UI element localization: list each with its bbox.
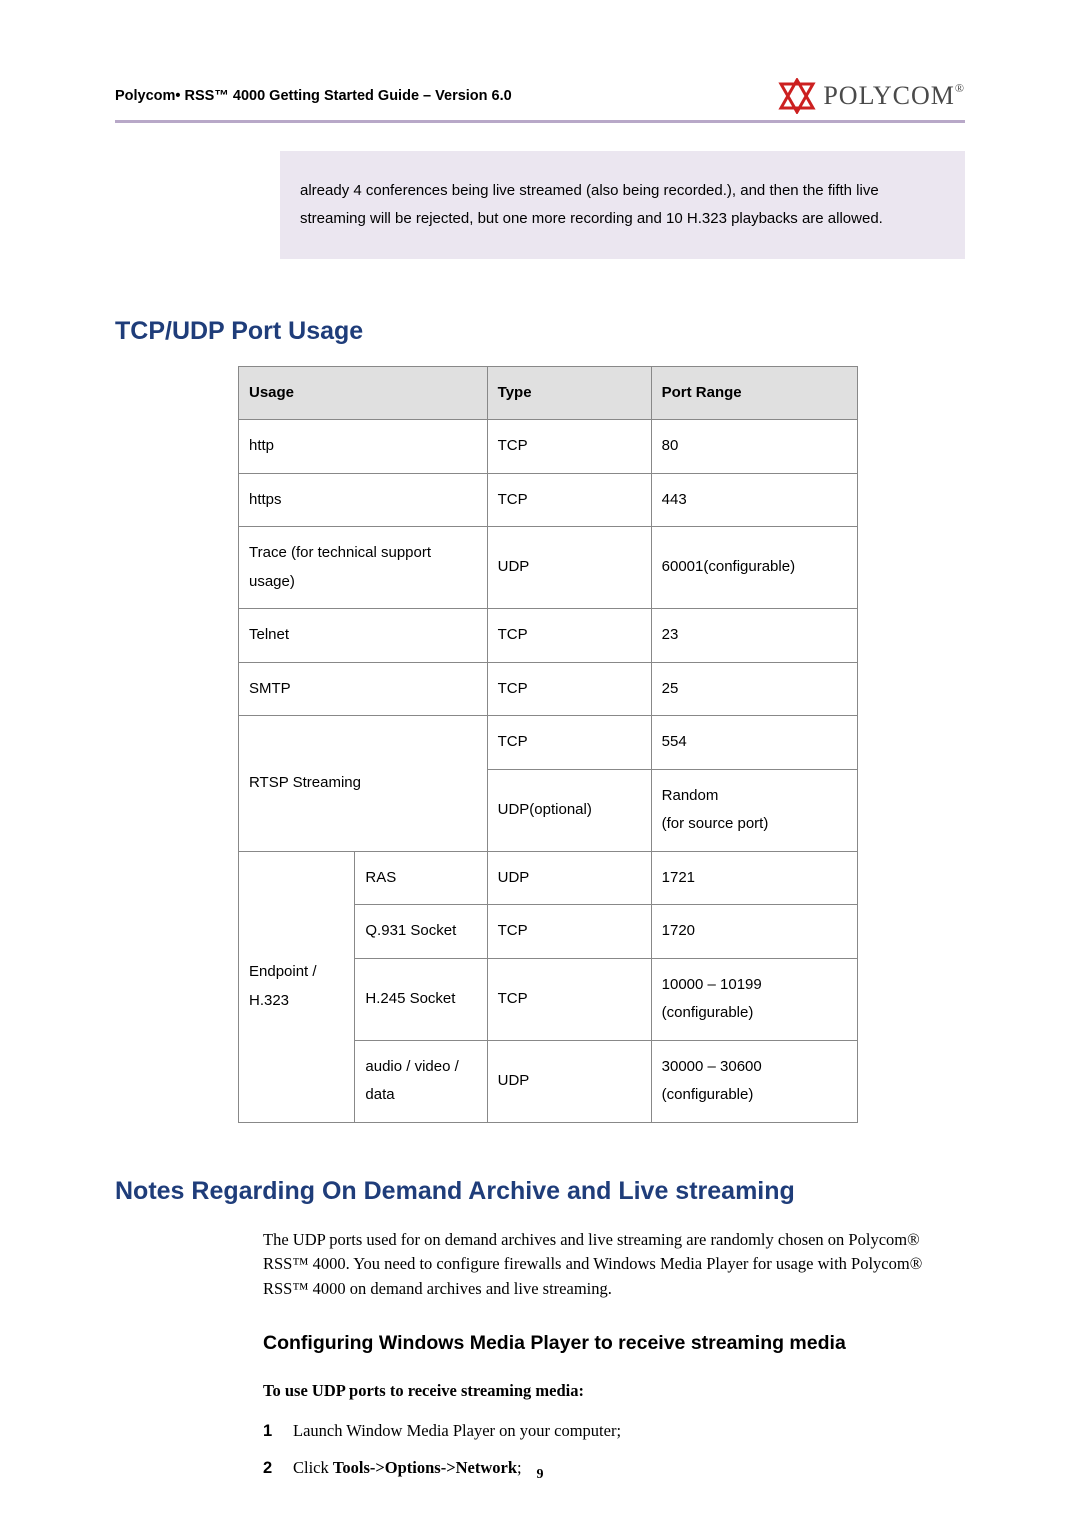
port-usage-table: Usage Type Port Range http TCP 80 https … bbox=[238, 366, 858, 1123]
cell-usage: Trace (for technical support usage) bbox=[239, 527, 488, 609]
cell-range: 1720 bbox=[651, 905, 857, 959]
polycom-logo-text: POLYCOM® bbox=[823, 81, 965, 111]
cell-type: TCP bbox=[487, 958, 651, 1040]
cell-sub: audio / video / data bbox=[355, 1040, 487, 1122]
step-text: Launch Window Media Player on your compu… bbox=[293, 1419, 621, 1444]
table-row: Telnet TCP 23 bbox=[239, 609, 858, 663]
cell-sub: RAS bbox=[355, 851, 487, 905]
cell-range: 80 bbox=[651, 420, 857, 474]
cell-type: TCP bbox=[487, 662, 651, 716]
cell-range: 443 bbox=[651, 473, 857, 527]
cell-range: Random (for source port) bbox=[651, 769, 857, 851]
cell-range: 23 bbox=[651, 609, 857, 663]
cell-range: 25 bbox=[651, 662, 857, 716]
polycom-logo: POLYCOM® bbox=[777, 78, 965, 114]
table-row: https TCP 443 bbox=[239, 473, 858, 527]
polycom-logo-icon bbox=[777, 78, 817, 114]
table-row: SMTP TCP 25 bbox=[239, 662, 858, 716]
step-number: 1 bbox=[263, 1419, 293, 1444]
cell-type: UDP bbox=[487, 851, 651, 905]
th-range: Port Range bbox=[651, 366, 857, 420]
cell-usage: RTSP Streaming bbox=[239, 716, 488, 852]
table-row: Trace (for technical support usage) UDP … bbox=[239, 527, 858, 609]
cell-sub: H.245 Socket bbox=[355, 958, 487, 1040]
th-type: Type bbox=[487, 366, 651, 420]
cell-type: UDP bbox=[487, 1040, 651, 1122]
cell-sub: Q.931 Socket bbox=[355, 905, 487, 959]
cell-usage: Telnet bbox=[239, 609, 488, 663]
cell-range: 10000 – 10199 (configurable) bbox=[651, 958, 857, 1040]
cell-type: UDP(optional) bbox=[487, 769, 651, 851]
cell-type: UDP bbox=[487, 527, 651, 609]
cell-usage: http bbox=[239, 420, 488, 474]
cell-usage: SMTP bbox=[239, 662, 488, 716]
cell-type: TCP bbox=[487, 609, 651, 663]
procedure-heading: To use UDP ports to receive streaming me… bbox=[263, 1381, 965, 1401]
th-usage: Usage bbox=[239, 366, 488, 420]
subsection-heading-wmp: Configuring Windows Media Player to rece… bbox=[263, 1332, 965, 1355]
body-paragraph: The UDP ports used for on demand archive… bbox=[263, 1228, 965, 1302]
header-title: Polycom• RSS™ 4000 Getting Started Guide… bbox=[115, 88, 512, 104]
cell-usage: https bbox=[239, 473, 488, 527]
table-row: http TCP 80 bbox=[239, 420, 858, 474]
section-heading-port-usage: TCP/UDP Port Usage bbox=[115, 317, 965, 346]
cell-range: 554 bbox=[651, 716, 857, 770]
table-header-row: Usage Type Port Range bbox=[239, 366, 858, 420]
cell-range: 1721 bbox=[651, 851, 857, 905]
cell-type: TCP bbox=[487, 420, 651, 474]
header-divider bbox=[115, 120, 965, 123]
page-number: 9 bbox=[0, 1467, 1080, 1483]
cell-type: TCP bbox=[487, 716, 651, 770]
section-heading-notes: Notes Regarding On Demand Archive and Li… bbox=[115, 1177, 965, 1206]
table-row: Endpoint / H.323 RAS UDP 1721 bbox=[239, 851, 858, 905]
page-header: Polycom• RSS™ 4000 Getting Started Guide… bbox=[115, 78, 965, 114]
cell-range: 30000 – 30600 (configurable) bbox=[651, 1040, 857, 1122]
table-row: RTSP Streaming TCP 554 bbox=[239, 716, 858, 770]
cell-type: TCP bbox=[487, 905, 651, 959]
step-row: 1 Launch Window Media Player on your com… bbox=[263, 1419, 965, 1444]
cell-range: 60001(configurable) bbox=[651, 527, 857, 609]
note-box: already 4 conferences being live streame… bbox=[280, 151, 965, 259]
cell-usage-group: Endpoint / H.323 bbox=[239, 851, 355, 1122]
cell-type: TCP bbox=[487, 473, 651, 527]
